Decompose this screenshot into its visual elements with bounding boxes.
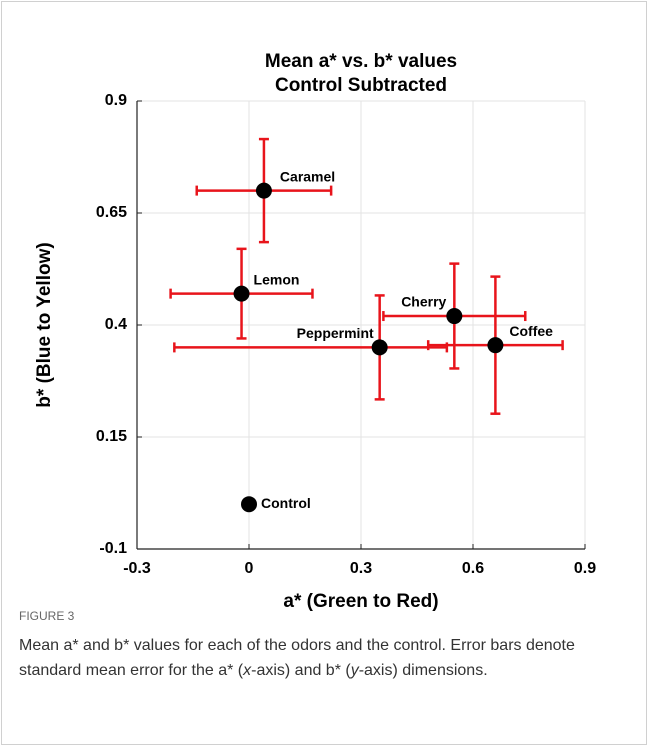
point-label: Peppermint: [297, 325, 374, 341]
y-tick-label: 0.15: [96, 428, 127, 445]
chart-subtitle: Control Subtracted: [275, 75, 447, 96]
x-tick-label: 0: [245, 560, 254, 577]
x-axis-label: a* (Green to Red): [283, 591, 438, 612]
point-label: Control: [261, 495, 311, 511]
y-tick-label: 0.9: [105, 92, 127, 109]
point: [446, 308, 463, 325]
caption-text: Mean a* and b* values for each of the od…: [19, 637, 575, 679]
point: [487, 337, 504, 354]
caption-text: -axis) dimensions.: [358, 662, 488, 679]
point: [241, 496, 257, 513]
caption: Mean a* and b* values for each of the od…: [19, 633, 629, 683]
point-label: Lemon: [254, 271, 300, 287]
y-tick-label: -0.1: [99, 540, 127, 557]
caption-text: y: [350, 662, 359, 679]
point: [371, 339, 388, 356]
caption-text: -axis) and b* (: [251, 662, 351, 679]
figure-label: FIGURE 3: [19, 609, 75, 623]
point-label: Cherry: [401, 294, 446, 310]
point: [233, 285, 250, 302]
caption-text: x: [243, 662, 252, 679]
y-tick-label: 0.4: [105, 316, 127, 333]
x-tick-label: 0.6: [462, 560, 484, 577]
chart-title: Mean a* vs. b* values: [265, 51, 457, 72]
x-tick-label: 0.9: [574, 560, 596, 577]
point-label: Coffee: [509, 323, 553, 339]
point-label: Caramel: [280, 168, 335, 184]
point: [255, 182, 272, 199]
y-tick-label: 0.65: [96, 204, 127, 221]
x-tick-label: -0.3: [123, 560, 151, 577]
y-axis-label: b* (Blue to Yellow): [34, 242, 55, 407]
x-tick-label: 0.3: [350, 560, 372, 577]
